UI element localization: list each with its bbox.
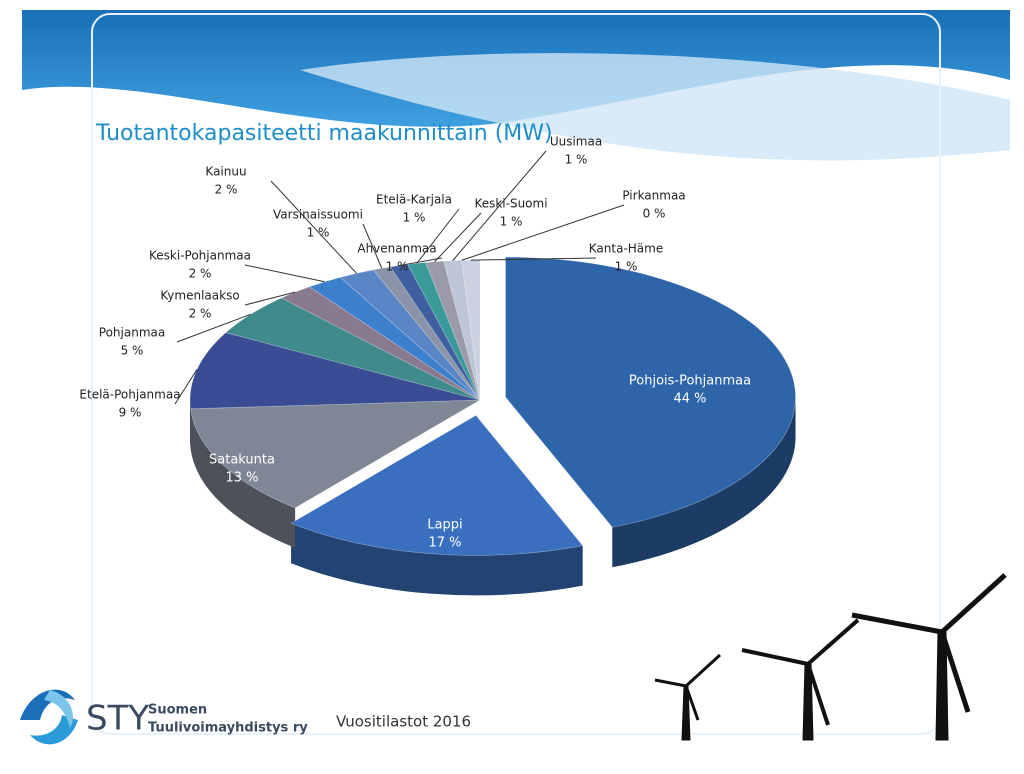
slice-label: Ahvenanmaa — [357, 242, 436, 256]
leader-line — [176, 313, 252, 343]
wind-turbines — [654, 573, 1007, 741]
slice-label: Kymenlaakso — [160, 289, 239, 303]
slice-label: Keski-Pohjanmaa — [149, 249, 251, 263]
slice-label: Varsinaissuomi — [273, 208, 363, 222]
slice-value: 1 % — [403, 211, 426, 225]
slice — [290, 414, 584, 556]
org-name: Suomen — [148, 703, 207, 718]
slice-label: Satakunta — [209, 453, 275, 468]
leader-line — [416, 208, 460, 264]
slice-label: Kainuu — [205, 165, 246, 179]
leader-line — [399, 257, 443, 267]
slice-value: 44 % — [673, 392, 706, 407]
leader-line — [452, 150, 547, 261]
slice-value: 1 % — [307, 226, 330, 240]
leader-line — [244, 291, 296, 306]
leader-line — [434, 212, 482, 263]
slice-label: Pohjanmaa — [99, 326, 165, 340]
caption: Vuositilastot 2016 — [336, 713, 471, 731]
slice-value: 17 % — [428, 536, 461, 551]
slice — [225, 297, 481, 401]
slice-value: 1 % — [500, 215, 523, 229]
slice-value: 1 % — [386, 260, 409, 274]
chart-title: Tuotantokapasiteetti maakunnittain (MW) — [95, 121, 553, 146]
slice-label: Etelä-Pohjanmaa — [79, 388, 180, 402]
slice-label: Etelä-Karjala — [376, 193, 452, 207]
slice-value: 0 % — [643, 207, 666, 221]
slice-value: 2 % — [189, 307, 212, 321]
slice-side — [612, 397, 796, 568]
slice-value: 2 % — [189, 267, 212, 281]
org-name: Tuulivoimayhdistys ry — [148, 721, 308, 736]
slice-value: 13 % — [225, 471, 258, 486]
header-wave — [22, 10, 1010, 735]
leader-line — [270, 180, 357, 274]
slice-side — [190, 408, 296, 548]
leader-line — [461, 204, 625, 261]
leader-line — [362, 223, 383, 269]
leader-line — [174, 369, 198, 405]
slice-label: Keski-Suomi — [474, 197, 547, 211]
slice-label: Kanta-Häme — [589, 242, 663, 256]
slice-side — [190, 400, 191, 449]
pie: Pohjois-Pohjanmaa 44 % Lappi 17 % Satakunta 1… — [79, 135, 796, 596]
slice-value: 9 % — [119, 406, 142, 420]
slice-side — [291, 523, 583, 596]
slice-value: 2 % — [215, 183, 238, 197]
slice — [190, 399, 481, 509]
slice — [505, 256, 796, 528]
slice-label: Pirkanmaa — [622, 189, 685, 203]
leader-line — [244, 264, 325, 283]
slice — [425, 260, 481, 401]
slice-label: Pohjois-Pohjanmaa — [629, 374, 751, 389]
slice-value: 1 % — [615, 260, 638, 274]
slice-label: Uusimaa — [550, 135, 602, 149]
logo — [20, 689, 78, 745]
logo-text: STY — [86, 699, 149, 739]
leader-line — [470, 257, 597, 261]
slice-label: Lappi — [427, 518, 462, 533]
slice-value: 5 % — [121, 344, 144, 358]
slice-value: 1 % — [565, 153, 588, 167]
